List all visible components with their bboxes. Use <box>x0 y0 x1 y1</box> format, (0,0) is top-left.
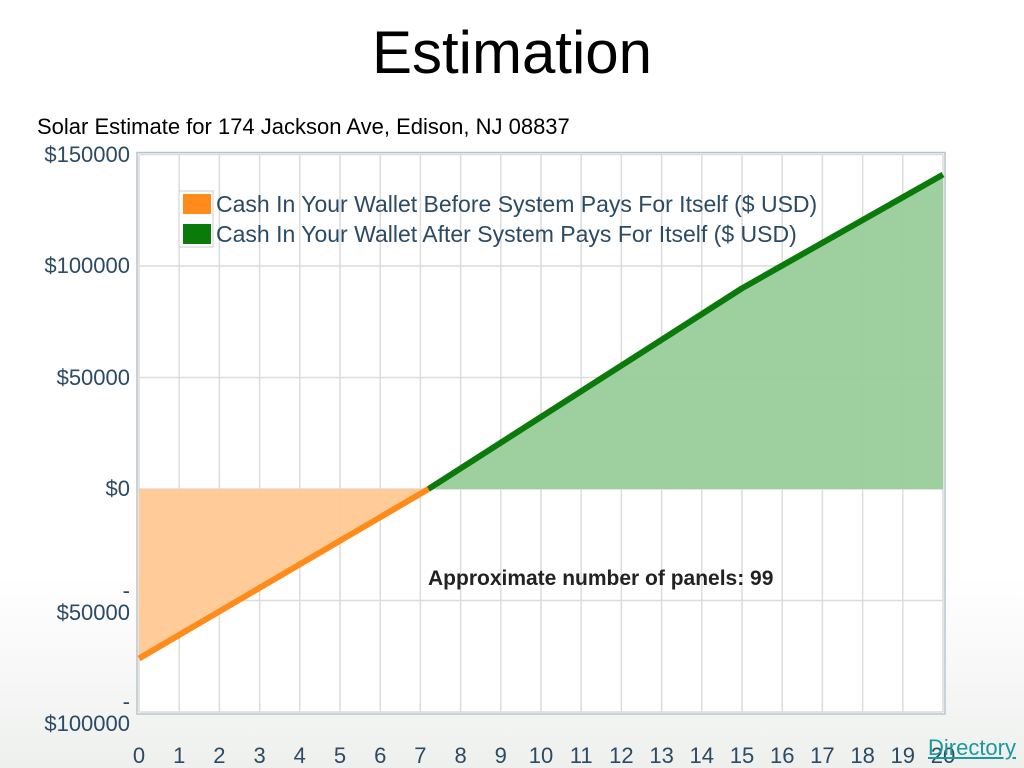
y-tick-label: - $50000 <box>56 577 130 625</box>
x-tick-label: 16 <box>770 743 794 768</box>
chart-subtitle: Solar Estimate for 174 Jackson Ave, Edis… <box>37 114 570 139</box>
x-tick-label: 9 <box>495 743 507 768</box>
x-tick-label: 2 <box>213 743 225 768</box>
x-tick-label: 12 <box>609 743 633 768</box>
x-tick-label: 13 <box>649 743 673 768</box>
slide-title: Estimation <box>371 19 653 86</box>
x-tick-label: 14 <box>690 743 714 768</box>
x-tick-label: 8 <box>454 743 466 768</box>
x-tick-label: 3 <box>253 743 265 768</box>
legend-swatch <box>183 194 211 214</box>
y-tick-label: $100000 <box>44 253 130 278</box>
area <box>428 174 943 489</box>
y-tick-label: - $100000 <box>44 689 130 736</box>
x-tick-label: 15 <box>730 743 754 768</box>
legend-label: Cash In Your Wallet After System Pays Fo… <box>216 221 797 247</box>
x-tick-label: 18 <box>850 743 874 768</box>
y-tick-label: $0 <box>105 476 130 501</box>
x-tick-label: 6 <box>374 743 386 768</box>
x-tick-label: 11 <box>570 743 593 768</box>
legend-swatch <box>183 224 211 244</box>
line <box>426 171 945 492</box>
directory-link[interactable]: Directory <box>927 735 1016 760</box>
x-tick-label: 17 <box>810 743 834 768</box>
line <box>137 486 430 662</box>
x-tick-label: 4 <box>294 743 306 768</box>
y-tick-label: $50000 <box>56 364 130 390</box>
annotation: Approximate number of panels: 99 <box>428 567 774 590</box>
x-tick-label: 7 <box>414 743 426 768</box>
x-tick-label: 1 <box>173 743 185 768</box>
x-tick-label: 10 <box>529 743 553 768</box>
x-tick-label: 20 <box>931 743 955 768</box>
legend-label: Cash In Your Wallet Before System Pays F… <box>216 191 817 217</box>
y-tick-label: $150000 <box>44 141 130 167</box>
x-tick-label: 0 <box>133 743 145 768</box>
x-tick-label: 5 <box>334 743 346 768</box>
x-tick-label: 19 <box>891 743 915 768</box>
